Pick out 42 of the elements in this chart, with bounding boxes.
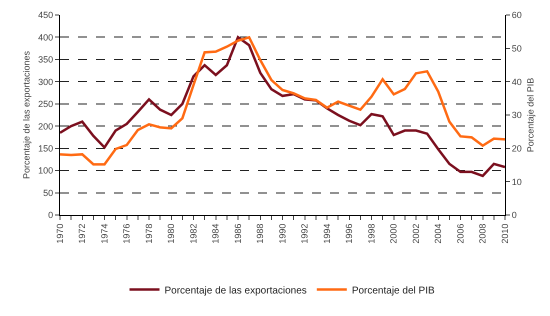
- y-axis-title: Porcentaje de las exportaciones: [22, 50, 32, 180]
- y-tick-label: 100: [38, 166, 54, 176]
- y2-axis-title: Porcentaje del PIB: [526, 78, 536, 152]
- y2-tick-label: 0: [512, 210, 517, 220]
- y2-tick-label: 20: [512, 143, 522, 154]
- y2-tick-label: 40: [512, 76, 522, 87]
- x-tick-label: 1992: [300, 224, 310, 244]
- x-tick-label: 2010: [500, 224, 510, 244]
- x-tick-label: 1984: [210, 224, 221, 244]
- y-tick-label: 250: [38, 99, 54, 110]
- x-tick-label: 1996: [344, 224, 354, 244]
- x-tick-label: 1982: [188, 224, 198, 244]
- x-tick-label: 1998: [366, 224, 376, 244]
- x-tick-label: 1970: [54, 224, 65, 244]
- legend-label: Porcentaje del PIB: [352, 285, 435, 296]
- y2-tick-label: 60: [512, 10, 522, 20]
- x-tick-label: 2004: [433, 224, 444, 244]
- x-tick-label: 1980: [166, 224, 176, 244]
- x-tick-label: 1972: [77, 224, 88, 244]
- y-tick-label: 400: [38, 32, 54, 42]
- y2-tick-label: 10: [512, 176, 522, 187]
- x-tick-label: 2006: [455, 224, 466, 244]
- y2-tick-label: 30: [512, 110, 522, 120]
- y-tick-label: 300: [38, 76, 54, 87]
- x-tick-label: 1976: [122, 224, 132, 244]
- x-tick-label: 1990: [277, 224, 288, 244]
- x-tick-label: 1988: [255, 224, 266, 244]
- x-tick-label: 2000: [388, 224, 399, 244]
- x-tick-label: 1974: [99, 224, 110, 244]
- x-tick-label: 1978: [144, 224, 154, 244]
- y-tick-label: 350: [38, 54, 54, 65]
- x-tick-label: 1994: [322, 224, 332, 244]
- y2-tick-label: 50: [512, 43, 522, 54]
- x-tick-label: 1986: [232, 224, 243, 244]
- y-tick-label: 200: [38, 121, 54, 132]
- y-tick-label: 150: [38, 143, 54, 154]
- x-tick-label: 2002: [410, 224, 421, 244]
- legend-label: Porcentaje de las exportaciones: [164, 285, 307, 296]
- y-tick-label: 0: [48, 210, 54, 220]
- y-tick-label: 50: [43, 188, 54, 198]
- x-tick-label: 2008: [478, 224, 488, 244]
- y-tick-label: 450: [38, 10, 54, 20]
